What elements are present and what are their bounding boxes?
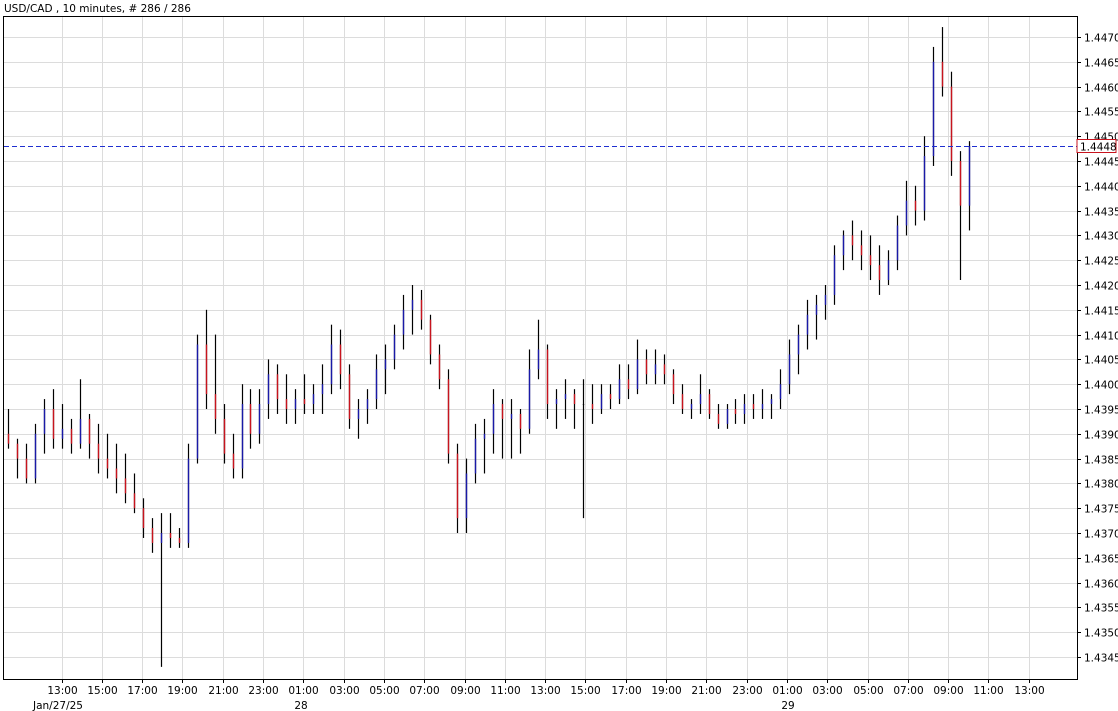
y-tick-label: 1.4380 [1084,479,1118,491]
x-tick-label: 19:00 [651,685,681,697]
date-label: Jan/27/25 [32,700,83,711]
x-tick-label: 11:00 [973,685,1003,697]
x-tick-label: 01:00 [288,685,318,697]
chart-title: USD/CAD , 10 minutes, # 286 / 286 [4,3,191,15]
x-tick-label: 13:00 [47,685,77,697]
y-tick-label: 1.4365 [1084,554,1118,566]
y-tick-label: 1.4405 [1084,355,1118,367]
y-tick-label: 1.4470 [1084,33,1118,45]
x-tick-label: 13:00 [1014,685,1044,697]
x-tick-label: 23:00 [248,685,278,697]
x-tick-label: 17:00 [611,685,641,697]
y-tick-label: 1.4465 [1084,58,1118,70]
y-tick-label: 1.4420 [1084,281,1118,293]
y-tick-label: 1.4445 [1084,157,1118,169]
x-tick-label: 07:00 [893,685,923,697]
y-tick-label: 1.4430 [1084,231,1118,243]
y-tick-label: 1.4375 [1084,504,1118,516]
x-tick-label: 09:00 [933,685,963,697]
y-axis-ticks: 1.4345 1.4350 1.4355 1.4360 1.4365 1.4370 1.43… [1077,33,1118,665]
y-tick-label: 1.4455 [1084,107,1118,119]
x-tick-label: 15:00 [570,685,600,697]
x-tick-label: 19:00 [167,685,197,697]
y-tick-label: 1.4415 [1084,306,1118,318]
y-tick-label: 1.4360 [1084,579,1118,591]
grid-layer [4,17,1077,679]
x-tick-label: 03:00 [812,685,842,697]
x-tick-label: 13:00 [530,685,560,697]
x-tick-label: 07:00 [409,685,439,697]
x-tick-label: 21:00 [208,685,238,697]
x-tick-label: 09:00 [450,685,480,697]
y-tick-label: 1.4425 [1084,256,1118,268]
date-label: 29 [781,700,794,711]
last-price-badge-box [1076,139,1117,153]
x-tick-label: 15:00 [87,685,117,697]
y-tick-label: 1.4410 [1084,331,1118,343]
price-bars [7,27,971,667]
y-tick-label: 1.4350 [1084,628,1118,640]
x-tick-label: 17:00 [127,685,157,697]
x-tick-label: 05:00 [853,685,883,697]
y-tick-label: 1.4390 [1084,430,1118,442]
x-tick-label: 03:00 [329,685,359,697]
y-tick-label: 1.4370 [1084,529,1118,541]
y-tick-label: 1.4440 [1084,182,1118,194]
plot-frame [3,16,1078,680]
x-tick-label: 11:00 [490,685,520,697]
y-tick-label: 1.4345 [1084,653,1118,665]
y-tick-label: 1.4355 [1084,603,1118,615]
y-tick-label: 1.4400 [1084,380,1118,392]
x-tick-label: 01:00 [772,685,802,697]
last-price-label: 1.4448 [1080,142,1117,154]
y-tick-label: 1.4460 [1084,83,1118,95]
date-label: 28 [294,700,307,711]
x-tick-label: 23:00 [732,685,762,697]
y-tick-label: 1.4395 [1084,405,1118,417]
y-tick-label: 1.4435 [1084,207,1118,219]
x-axis-ticks: 13:00 15:00 17:00 19:00 21:00 23:00 01:00 03:00… [32,679,1045,711]
x-tick-label: 21:00 [691,685,721,697]
y-tick-label: 1.4385 [1084,455,1118,467]
x-tick-label: 05:00 [369,685,399,697]
